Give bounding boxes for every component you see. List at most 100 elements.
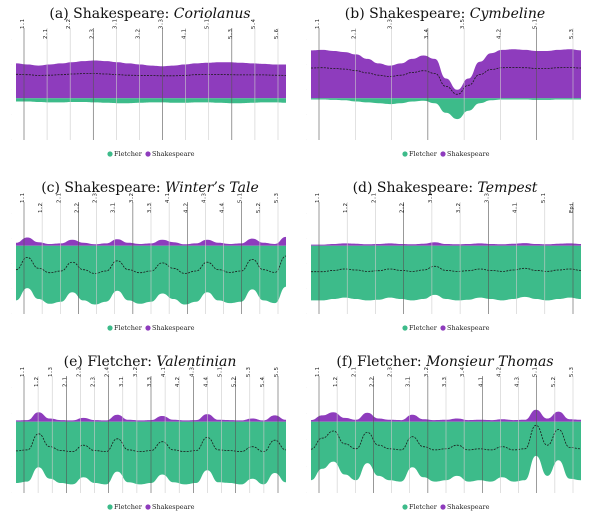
axis-tick-mark: · (11, 62, 12, 66)
legend-fletcher-label: Fletcher (409, 503, 438, 511)
fletcher-area (16, 98, 286, 104)
scene-label: 1.1 (20, 19, 26, 29)
scene-label: 5.2 (551, 377, 557, 387)
axis-tick-mark: · (306, 261, 307, 265)
scene-label: 3.3 (159, 19, 165, 29)
panel-title-prefix: (a) Shakespeare: (49, 6, 173, 22)
panel-title-prefix: (d) Shakespeare: (353, 180, 478, 196)
panel-title-play: Tempest (478, 180, 538, 196)
panel-title: (b) Shakespeare: Cymbeline (345, 6, 545, 22)
panel-title: (d) Shakespeare: Tempest (353, 180, 538, 196)
axis-tick-mark: · (11, 464, 12, 468)
axis-tick-mark: · (306, 385, 307, 389)
panel-title-play: Valentinian (156, 354, 236, 370)
scene-label: 1.2 (38, 203, 44, 213)
scene-label: 4.1 (161, 367, 167, 377)
scene-label: 1.1 (20, 193, 26, 203)
panel-0: (a) Shakespeare: Coriolanus · · · · · 1.1 2.1 2.… (11, 6, 287, 158)
legend-shakespeare-label: Shakespeare (447, 150, 490, 158)
axis-tick-mark: · (306, 112, 307, 116)
scene-label: 3.3 (147, 203, 153, 213)
axis-tick-mark: · (306, 211, 307, 215)
panel-title: (a) Shakespeare: Coriolanus (49, 6, 250, 22)
axis-tick-mark: · (11, 286, 12, 290)
legend-fletcher-swatch (107, 504, 113, 510)
scene-label: 3.3 (484, 193, 490, 203)
legend-shakespeare-label: Shakespeare (152, 503, 195, 511)
panel-title-play: Cymbeline (470, 6, 545, 22)
scene-label: 5.1 (205, 19, 211, 29)
legend-fletcher-swatch (402, 504, 408, 510)
scene-label: 4.2 (496, 29, 502, 39)
axis-tick-mark: · (306, 438, 307, 442)
scene-label: 5.1 (238, 193, 244, 203)
shakespeare-area (16, 60, 286, 99)
axis-tick-mark: · (306, 87, 307, 91)
scene-label: 2.1 (43, 29, 49, 39)
legend-fletcher-label: Fletcher (114, 324, 143, 332)
panel-3: (d) Shakespeare: Tempest · · · · · 1.1 1.2 2.1 2.… (306, 180, 582, 332)
axis-tick-mark: · (306, 137, 307, 141)
legend-fletcher-label: Fletcher (114, 503, 143, 511)
axis-tick-mark: · (11, 211, 12, 215)
panel-title-prefix: (e) Fletcher: (64, 354, 157, 370)
scene-label: 4.3 (201, 193, 207, 203)
scene-label: 5.3 (274, 193, 280, 203)
scene-label: 3.1 (112, 19, 118, 29)
axis-tick-mark: · (306, 236, 307, 240)
axis-tick-mark: · (11, 87, 12, 91)
axis-tick-mark: · (11, 261, 12, 265)
panel-5: (f) Fletcher: Monsieur Thomas · · · · · 1.1 1.2… (306, 354, 582, 511)
scene-label: 4.1 (513, 203, 519, 213)
scene-label: 3.2 (129, 193, 135, 203)
scene-label: 5.3 (569, 367, 575, 377)
scene-label: 2.2 (369, 377, 375, 387)
axis-tick-mark: · (306, 464, 307, 468)
axis-tick-mark: · (306, 411, 307, 415)
scene-label: Epi (569, 203, 575, 213)
panel-1: (b) Shakespeare: Cymbeline · · · · · 1.1 2.1 3.3… (306, 6, 582, 158)
panel-2: (c) Shakespeare: Winter’s Tale · · · · · 1.1 1.… (11, 180, 287, 332)
scene-label: 2.1 (62, 377, 68, 387)
legend-shakespeare-label: Shakespeare (447, 503, 490, 511)
scene-label: 2.3 (93, 193, 99, 203)
panel-title-prefix: (c) Shakespeare: (41, 180, 165, 196)
scene-label: 3.2 (133, 367, 139, 377)
axis-tick-mark: · (11, 137, 12, 141)
scene-label: 5.1 (533, 367, 539, 377)
scene-label: 3.1 (428, 193, 434, 203)
scene-label: 2.3 (91, 377, 97, 387)
scene-label: 4.2 (183, 203, 189, 213)
panel-title-prefix: (f) Fletcher: (336, 354, 426, 370)
scene-label: 3.1 (111, 203, 117, 213)
scene-label: 3.2 (135, 29, 141, 39)
scene-label: 2.2 (66, 19, 72, 29)
legend-shakespeare-swatch (145, 504, 151, 510)
scene-label: 1.1 (20, 367, 26, 377)
scene-label: 4.3 (189, 367, 195, 377)
scene-label: 3.1 (119, 377, 125, 387)
axis-tick-mark: · (306, 37, 307, 41)
panel-title: (e) Fletcher: Valentinian (64, 354, 237, 370)
fletcher-area (311, 245, 581, 301)
estimate-line (310, 67, 582, 95)
legend-fletcher-label: Fletcher (114, 150, 143, 158)
legend-fletcher-label: Fletcher (409, 150, 438, 158)
scene-label: 1.2 (333, 377, 339, 387)
legend-fletcher-swatch (402, 325, 408, 331)
legend-fletcher-swatch (107, 325, 113, 331)
scene-label: 5.1 (218, 367, 224, 377)
scene-label: 3.4 (460, 366, 466, 377)
legend-shakespeare-swatch (440, 325, 446, 331)
scene-label: 5.1 (533, 19, 539, 29)
scene-label: 1.1 (315, 193, 321, 203)
scene-label: 3.4 (424, 28, 430, 39)
axis-tick-mark: · (306, 490, 307, 494)
panel-title-play: Winter’s Tale (165, 180, 259, 196)
axis-tick-mark: · (306, 62, 307, 66)
scene-label: 3.2 (424, 367, 430, 377)
legend-shakespeare-label: Shakespeare (447, 324, 490, 332)
shakespeare-area (311, 409, 581, 422)
estimate-line (15, 73, 287, 77)
